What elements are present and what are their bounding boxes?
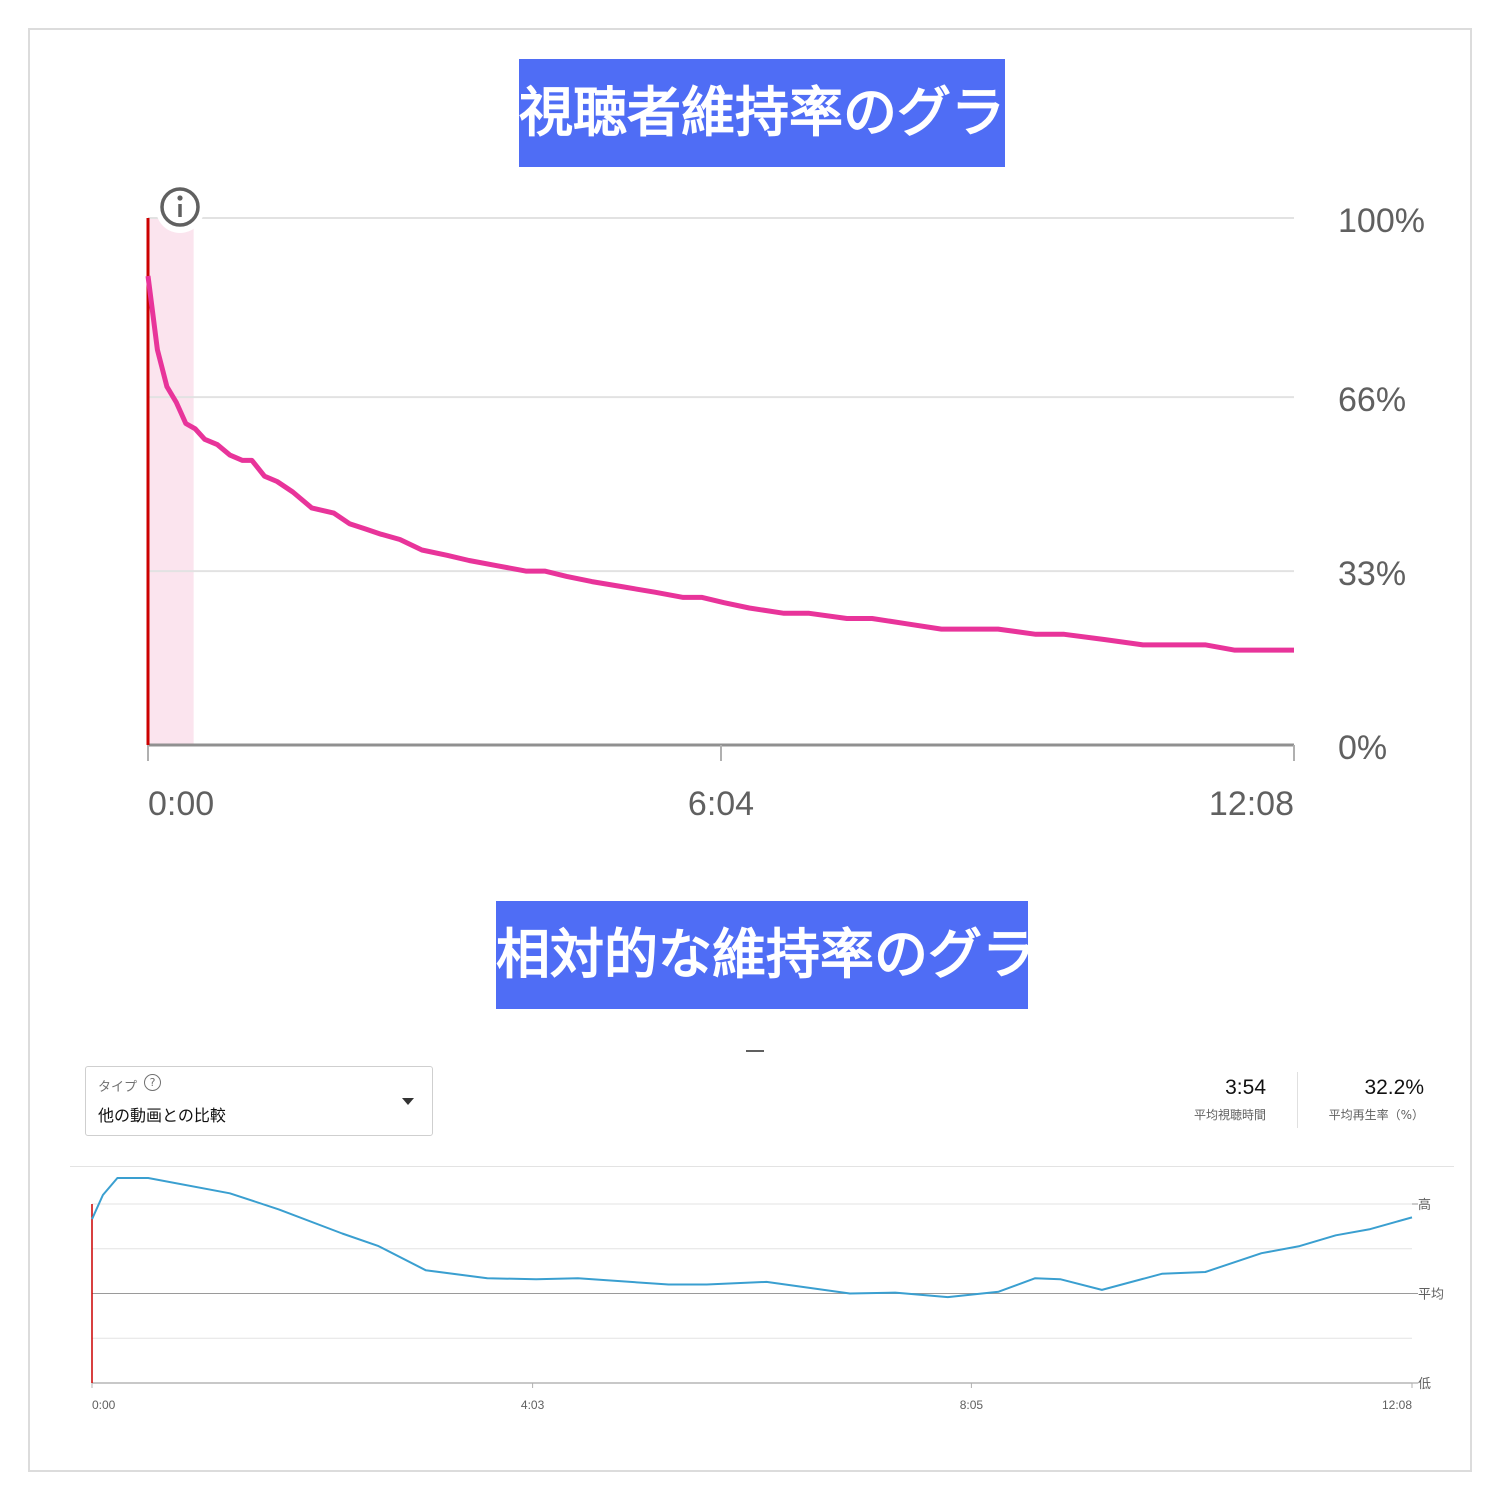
retention-x-tick-label: 6:04 — [688, 785, 754, 823]
retention-x-tick-label: 0:00 — [148, 785, 214, 823]
relative-x-tick-label: 0:00 — [92, 1398, 116, 1412]
avg-percentage-value: 32.2% — [1364, 1076, 1424, 1099]
relative-retention-chart-banner: 相対的な維持率のグラフ — [496, 901, 1090, 1009]
avg-percentage-label: 平均再生率（%） — [1328, 1108, 1424, 1122]
avg-percentage-metric: 32.2% 平均再生率（%） — [1329, 1076, 1424, 1123]
retention-y-tick-label: 100% — [1338, 202, 1425, 240]
caret-down-icon — [402, 1098, 414, 1105]
avg-view-duration-metric: 3:54 平均視聴時間 — [1194, 1076, 1266, 1123]
relative-y-tick-label: 高 — [1418, 1197, 1431, 1212]
avg-view-duration-value: 3:54 — [1225, 1076, 1266, 1099]
image-frame — [28, 28, 1472, 1472]
question-circle-icon[interactable]: ? — [144, 1074, 161, 1091]
relative-x-tick-label: 8:05 — [960, 1398, 984, 1412]
metrics-divider — [1297, 1072, 1298, 1128]
info-circle-icon — [156, 185, 204, 233]
retention-y-tick-label: 66% — [1338, 381, 1406, 419]
info-icon-ring — [160, 187, 200, 227]
drag-handle[interactable] — [746, 1050, 764, 1052]
relative-series-line — [91, 1177, 1413, 1299]
retention-y-tick-label: 0% — [1338, 729, 1387, 767]
relative-x-tick-label: 12:08 — [1382, 1398, 1412, 1412]
relative-y-tick-label: 低 — [1418, 1376, 1431, 1391]
type-select[interactable]: タイプ ? 他の動画との比較 — [85, 1066, 433, 1136]
relative-x-tick-label: 4:03 — [521, 1398, 545, 1412]
retention-x-tick-label: 12:08 — [1209, 785, 1294, 823]
retention-y-tick-label: 33% — [1338, 555, 1406, 593]
retention-chart: 100% 66% 33% 0% 0:00 6:04 12:08 — [145, 185, 1425, 823]
type-select-label: タイプ — [98, 1080, 138, 1095]
retention-chart-banner: 視聴者維持率のグラフ — [519, 59, 1059, 167]
avg-view-duration-label: 平均視聴時間 — [1193, 1108, 1266, 1122]
type-select-value: 他の動画との比較 — [98, 1106, 226, 1125]
relative-y-tick-label: 平均 — [1418, 1287, 1444, 1302]
info-icon-dot — [177, 195, 183, 201]
section-divider — [70, 1166, 1454, 1167]
retention-series-line — [145, 275, 1294, 653]
retention-intro-highlight — [148, 218, 194, 745]
